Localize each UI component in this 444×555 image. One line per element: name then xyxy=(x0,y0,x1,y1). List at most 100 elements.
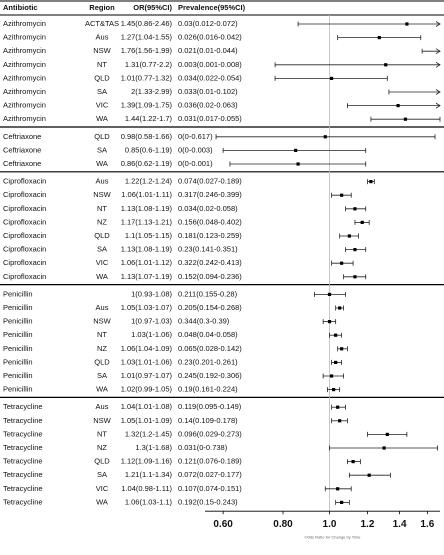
point-estimate xyxy=(336,405,340,409)
antibiotic-label: Tetracycline xyxy=(3,429,43,438)
or-ci-label: 1.03(1-1.06) xyxy=(131,330,172,339)
prevalence-label: 0.033(0.01-0.102) xyxy=(178,87,238,96)
or-ci-label: 1.13(1.07-1.19) xyxy=(121,272,173,281)
prevalence-label: 0.074(0.027-0.189) xyxy=(178,177,242,186)
antibiotic-label: Penicillin xyxy=(3,330,33,339)
antibiotic-label: Ciprofloxacin xyxy=(3,272,46,281)
prevalence-label: 0.23(0.141-0.351) xyxy=(178,245,238,254)
region-label: NZ xyxy=(97,217,107,226)
x-tick-label: 1.6 xyxy=(420,519,434,530)
prevalence-label: 0.021(0.01-0.044) xyxy=(178,46,238,55)
point-estimate xyxy=(369,180,373,184)
prevalence-label: 0(0-0.001) xyxy=(178,159,213,168)
antibiotic-label: Ciprofloxacin xyxy=(3,258,46,267)
ci-arrow xyxy=(435,61,441,68)
prevalence-label: 0.152(0.094-0.236) xyxy=(178,272,242,281)
region-label: WA xyxy=(96,497,108,506)
antibiotic-label: Ciprofloxacin xyxy=(3,231,46,240)
region-label: WA xyxy=(96,159,108,168)
region-label: NZ xyxy=(97,344,107,353)
point-estimate xyxy=(351,460,355,464)
point-estimate xyxy=(329,374,334,378)
prevalence-label: 0.121(0.076-0.189) xyxy=(178,457,242,466)
antibiotic-label: Tetracycline xyxy=(3,484,43,493)
point-estimate xyxy=(340,193,344,197)
antibiotic-label: Penicillin xyxy=(3,371,33,380)
column-header: Prevalence(95%CI) xyxy=(178,3,246,12)
column-header: Region xyxy=(89,3,115,12)
ci-arrow xyxy=(435,102,441,109)
or-ci-label: 1.02(0.99-1.05) xyxy=(121,385,173,394)
antibiotic-label: Penicillin xyxy=(3,303,33,312)
or-ci-label: 1.22(1.2-1.24) xyxy=(125,177,173,186)
prevalence-label: 0.065(0.028-0.142) xyxy=(178,344,242,353)
antibiotic-label: Azithromycin xyxy=(3,73,46,82)
or-ci-label: 1.06(1.03-1.1) xyxy=(125,497,173,506)
antibiotic-label: Azithromycin xyxy=(3,101,46,110)
region-label: NSW xyxy=(93,317,111,326)
or-ci-label: 1.45(0.86-2.46) xyxy=(121,19,173,28)
region-label: Aus xyxy=(96,177,109,186)
antibiotic-label: Penicillin xyxy=(3,385,33,394)
region-label: SA xyxy=(97,470,107,479)
antibiotic-label: Ceftriaxone xyxy=(3,159,41,168)
point-estimate xyxy=(367,473,371,477)
x-axis-label: Odds Ratio for Change by Time xyxy=(304,534,361,539)
region-label: QLD xyxy=(94,457,110,466)
or-ci-label: 1.39(1.09-1.75) xyxy=(121,101,173,110)
region-label: SA xyxy=(97,87,107,96)
or-ci-label: 1.06(1.01-1.11) xyxy=(121,190,172,199)
region-label: VIC xyxy=(96,258,109,267)
prevalence-label: 0.034(0.022-0.054) xyxy=(178,73,242,82)
region-label: VIC xyxy=(96,101,109,110)
prevalence-label: 0.072(0.027-0.177) xyxy=(178,470,242,479)
antibiotic-label: Tetracycline xyxy=(3,457,43,466)
prevalence-label: 0.181(0.123-0.259) xyxy=(178,231,242,240)
point-estimate xyxy=(353,275,357,279)
antibiotic-label: Azithromycin xyxy=(3,87,46,96)
point-estimate xyxy=(396,104,400,108)
point-estimate xyxy=(294,148,298,152)
prevalence-label: 0.107(0.074-0.151) xyxy=(178,484,242,493)
prevalence-label: 0.096(0.029-0.273) xyxy=(178,429,242,438)
x-tick-label: 1.2 xyxy=(361,519,375,530)
or-ci-label: 0.86(0.62-1.19) xyxy=(121,159,173,168)
region-label: SA xyxy=(97,145,107,154)
point-estimate xyxy=(405,22,409,26)
or-ci-label: 1(0.97-1.03) xyxy=(131,317,172,326)
region-label: NSW xyxy=(93,416,111,425)
region-label: Aus xyxy=(96,303,109,312)
prevalence-label: 0.03(0.012-0.072) xyxy=(178,19,238,28)
ci-arrow xyxy=(435,48,441,55)
or-ci-label: 1.31(0.77-2.2) xyxy=(125,60,173,69)
or-ci-label: 1.1(1.05-1.15) xyxy=(125,231,173,240)
prevalence-label: 0.205(0.154-0.268) xyxy=(178,303,242,312)
point-estimate xyxy=(296,162,300,166)
point-estimate xyxy=(329,76,334,80)
prevalence-label: 0.14(0.109-0.178) xyxy=(178,416,238,425)
or-ci-label: 1.04(0.98-1.11) xyxy=(121,484,172,493)
region-label: NT xyxy=(97,330,107,339)
region-label: NSW xyxy=(93,46,111,55)
point-estimate xyxy=(338,419,342,423)
or-ci-label: 1.76(1.56-1.99) xyxy=(121,46,173,55)
prevalence-label: 0.119(0.095-0.149) xyxy=(178,402,242,411)
or-ci-label: 1.05(1.01-1.09) xyxy=(121,416,173,425)
region-label: WA xyxy=(96,272,108,281)
prevalence-label: 0.19(0.161-0.224) xyxy=(178,385,238,394)
x-tick-label: 0.60 xyxy=(213,519,233,530)
point-estimate xyxy=(360,220,364,224)
or-ci-label: 1.3(1-1.68) xyxy=(135,443,172,452)
antibiotic-label: Ciprofloxacin xyxy=(3,217,46,226)
prevalence-label: 0.211(0.155-0.28) xyxy=(178,289,238,298)
region-label: SA xyxy=(97,245,107,254)
prevalence-label: 0.036(0.02-0.063) xyxy=(178,101,238,110)
point-estimate xyxy=(336,487,340,491)
region-label: VIC xyxy=(96,484,109,493)
prevalence-label: 0(0-0.003) xyxy=(178,145,213,154)
or-ci-label: 1.13(1.08-1.19) xyxy=(121,245,173,254)
point-estimate xyxy=(338,306,342,310)
or-ci-label: 1.01(0.77-1.32) xyxy=(121,73,173,82)
x-tick-label: 1.0 xyxy=(323,519,337,530)
